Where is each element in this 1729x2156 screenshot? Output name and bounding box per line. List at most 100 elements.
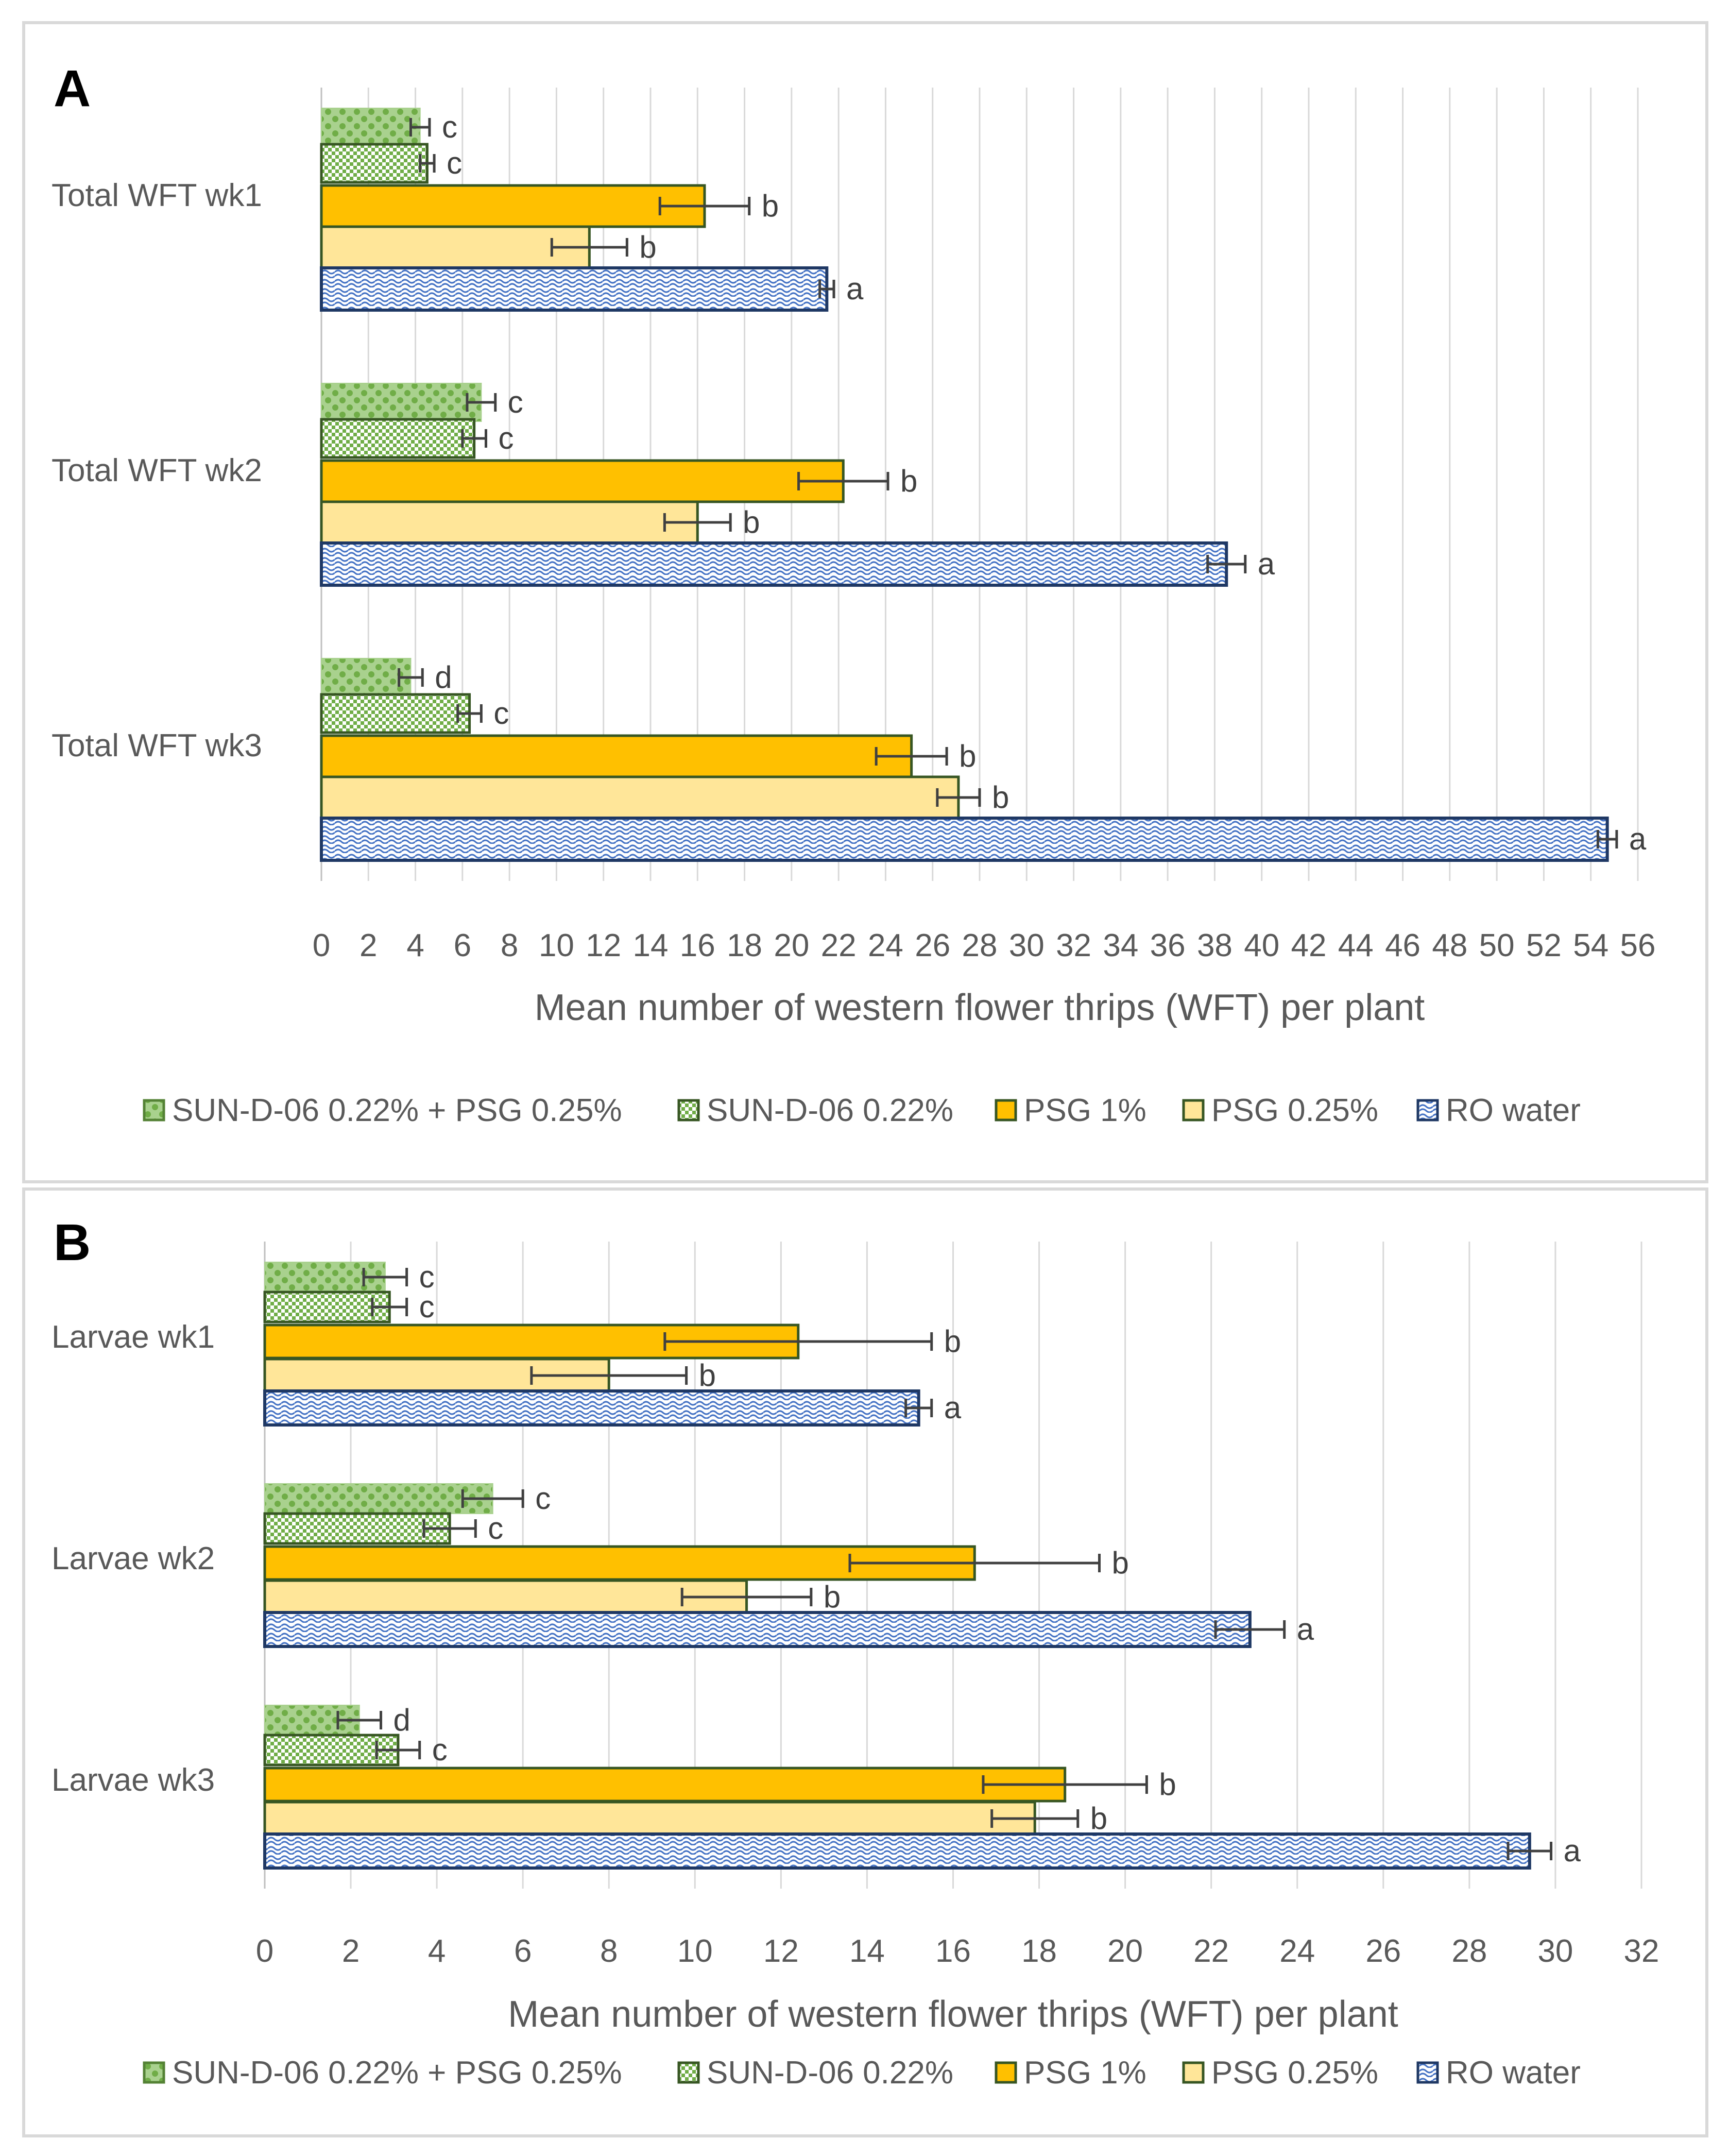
bar-combo xyxy=(264,1483,493,1514)
legend-label-psg025: PSG 0.25% xyxy=(1211,1093,1378,1128)
bar-ro xyxy=(263,1389,920,1427)
x-tick-label: 38 xyxy=(1197,928,1232,963)
x-tick-label: 22 xyxy=(821,928,857,963)
category-label: Larvae wk3 xyxy=(52,1762,215,1798)
legend-swatch-ro xyxy=(1416,1099,1439,1122)
x-tick-label: 42 xyxy=(1291,928,1327,963)
x-tick-label: 54 xyxy=(1573,928,1608,963)
legend-swatch-sun xyxy=(677,1099,700,1122)
x-tick-label: 26 xyxy=(915,928,950,963)
significance-letter: c xyxy=(493,696,509,731)
bar-sun xyxy=(263,1512,451,1545)
bar-sun xyxy=(263,1291,391,1323)
x-tick-label: 46 xyxy=(1385,928,1420,963)
bar-psg025 xyxy=(320,225,591,269)
significance-letter: d xyxy=(435,660,452,694)
bar-psg025 xyxy=(263,1801,1036,1837)
panel-a-legend: SUN-D-06 0.22% + PSG 0.25% SUN-D-06 0.22%… xyxy=(143,1093,1581,1128)
bar-psg025 xyxy=(320,500,699,545)
category-label: Total WFT wk1 xyxy=(52,178,262,213)
x-tick-label: 28 xyxy=(1451,1933,1487,1969)
panel-b-x-ticks: 0 2 4 6 8 10 12 14 16 18 20 22 24 26 28 30 32 xyxy=(256,1933,1659,1969)
significance-letter: d xyxy=(393,1703,410,1737)
category-label: Total WFT wk3 xyxy=(52,728,262,763)
x-tick-label: 22 xyxy=(1193,1933,1229,1969)
x-tick-label: 10 xyxy=(539,928,574,963)
x-tick-label: 18 xyxy=(1021,1933,1057,1969)
x-tick-label: 28 xyxy=(962,928,998,963)
bar-psg025 xyxy=(263,1579,748,1615)
legend-swatch-ro xyxy=(1416,2061,1439,2084)
legend-label-ro: RO water xyxy=(1446,1093,1581,1128)
x-tick-label: 6 xyxy=(514,1933,532,1969)
bar-sun xyxy=(320,418,476,459)
significance-letter: c xyxy=(419,1260,435,1294)
bar-combo xyxy=(321,383,482,422)
significance-letter: a xyxy=(1297,1612,1314,1646)
bar-sun xyxy=(320,693,471,734)
x-tick-label: 24 xyxy=(1279,1933,1315,1969)
x-tick-label: 2 xyxy=(342,1933,360,1969)
legend-swatch-psg025 xyxy=(1182,1099,1205,1122)
x-tick-label: 6 xyxy=(454,928,471,963)
significance-letter: a xyxy=(846,271,864,306)
x-tick-label: 12 xyxy=(586,928,621,963)
bar-combo xyxy=(321,108,421,147)
panel-b-label: B xyxy=(54,1214,91,1271)
bar-psg1 xyxy=(263,1767,1067,1803)
x-tick-label: 56 xyxy=(1620,928,1656,963)
legend-label-psg1: PSG 1% xyxy=(1024,2055,1146,2091)
x-tick-label: 18 xyxy=(727,928,762,963)
legend-label-psg1: PSG 1% xyxy=(1024,1093,1146,1128)
legend-swatch-combo xyxy=(143,1099,165,1122)
x-tick-label: 20 xyxy=(1107,1933,1143,1969)
x-tick-label: 0 xyxy=(256,1933,273,1969)
legend-swatch-psg025 xyxy=(1182,2061,1205,2084)
panel-b-x-axis-title: Mean number of western flower thrips (WF… xyxy=(508,1994,1398,2035)
significance-letter: b xyxy=(1159,1767,1176,1802)
significance-letter: a xyxy=(944,1390,962,1425)
legend-label-combo: SUN-D-06 0.22% + PSG 0.25% xyxy=(172,1093,622,1128)
x-tick-label: 52 xyxy=(1526,928,1562,963)
bar-psg025 xyxy=(320,775,960,820)
significance-letter: c xyxy=(419,1289,435,1324)
x-tick-label: 44 xyxy=(1338,928,1374,963)
legend-swatch-psg1 xyxy=(995,1099,1017,1122)
x-tick-label: 30 xyxy=(1009,928,1045,963)
significance-letter: b xyxy=(762,189,779,223)
x-tick-label: 32 xyxy=(1056,928,1091,963)
significance-letter: b xyxy=(699,1358,716,1393)
x-tick-label: 2 xyxy=(360,928,377,963)
x-tick-label: 26 xyxy=(1365,1933,1401,1969)
significance-letter: b xyxy=(900,464,917,498)
x-tick-label: 32 xyxy=(1624,1933,1659,1969)
significance-letter: b xyxy=(959,739,976,773)
x-tick-label: 16 xyxy=(935,1933,971,1969)
legend-label-sun: SUN-D-06 0.22% xyxy=(707,1093,953,1128)
bar-ro xyxy=(320,541,1228,587)
x-tick-label: 50 xyxy=(1479,928,1515,963)
significance-letter: c xyxy=(508,385,523,419)
category-label: Larvae wk2 xyxy=(52,1541,215,1576)
significance-letter: a xyxy=(1564,1834,1581,1868)
significance-letter: a xyxy=(1629,822,1647,856)
panel-a-x-ticks: 0 2 4 6 8 10 12 14 16 18 20 22 24 26 28 30 32 34 36 38 40 42 4… xyxy=(313,928,1656,963)
legend-label-psg025: PSG 0.25% xyxy=(1211,2055,1378,2091)
x-tick-label: 34 xyxy=(1103,928,1138,963)
x-tick-label: 14 xyxy=(849,1933,885,1969)
significance-letter: b xyxy=(743,505,760,539)
panel-a-x-axis-title: Mean number of western flower thrips (WF… xyxy=(535,987,1425,1028)
legend-swatch-psg1 xyxy=(995,2061,1017,2084)
significance-letter: c xyxy=(488,1511,503,1546)
bar-psg1 xyxy=(320,734,913,778)
significance-letter: c xyxy=(442,110,457,144)
x-tick-label: 8 xyxy=(600,1933,618,1969)
panel-a-label: A xyxy=(54,60,91,117)
bar-psg1 xyxy=(320,459,845,503)
significance-letter: b xyxy=(1112,1546,1129,1580)
bar-combo xyxy=(321,658,412,697)
x-tick-label: 12 xyxy=(763,1933,799,1969)
